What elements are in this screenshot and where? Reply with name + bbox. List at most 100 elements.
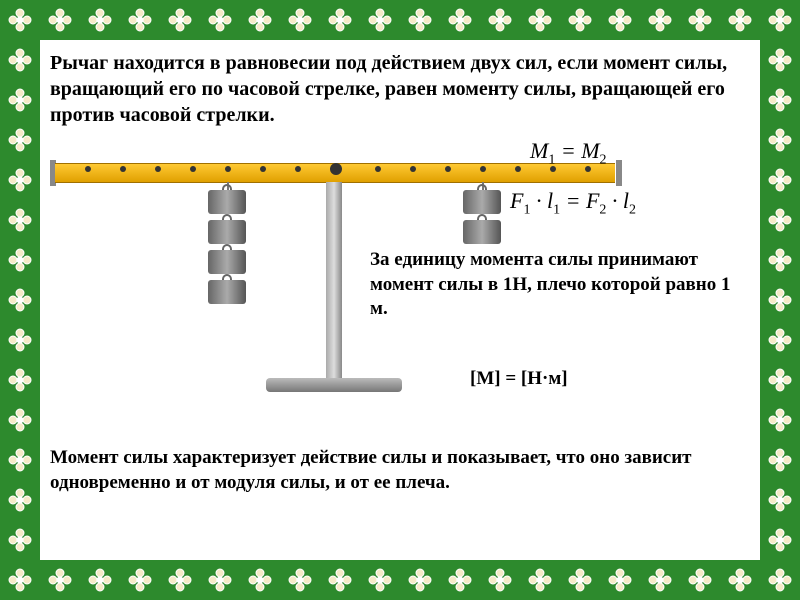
weight-cylinder bbox=[208, 250, 246, 274]
beam-tick bbox=[330, 163, 342, 175]
border-bottom bbox=[0, 560, 800, 600]
flower-motif bbox=[526, 6, 554, 34]
flower-motif bbox=[726, 6, 754, 34]
weight-cylinder bbox=[208, 280, 246, 304]
beam-tick bbox=[550, 166, 556, 172]
weight-cylinder bbox=[208, 220, 246, 244]
flower-motif bbox=[526, 566, 554, 594]
flower-motif bbox=[766, 46, 794, 74]
beam-tick bbox=[260, 166, 266, 172]
flower-motif bbox=[86, 6, 114, 34]
flower-motif bbox=[766, 166, 794, 194]
beam-tick bbox=[515, 166, 521, 172]
beam-tick bbox=[190, 166, 196, 172]
flower-motif bbox=[206, 6, 234, 34]
flower-motif bbox=[766, 246, 794, 274]
flower-motif bbox=[6, 286, 34, 314]
flower-motif bbox=[6, 566, 34, 594]
beam-tick bbox=[375, 166, 381, 172]
main-definition-text: Рычаг находится в равновесии под действи… bbox=[50, 50, 750, 128]
flower-motif bbox=[6, 366, 34, 394]
flower-motif bbox=[766, 446, 794, 474]
flower-motif bbox=[726, 566, 754, 594]
flower-motif bbox=[6, 486, 34, 514]
beam-tick bbox=[225, 166, 231, 172]
flower-motif bbox=[366, 566, 394, 594]
fulcrum-post bbox=[326, 182, 342, 382]
flower-motif bbox=[406, 6, 434, 34]
flower-motif bbox=[6, 526, 34, 554]
f1-M1: M bbox=[530, 138, 548, 163]
flower-motif bbox=[326, 6, 354, 34]
flower-motif bbox=[246, 6, 274, 34]
beam-tick bbox=[445, 166, 451, 172]
flower-motif bbox=[486, 566, 514, 594]
flower-motif bbox=[686, 6, 714, 34]
flower-motif bbox=[6, 86, 34, 114]
weight-cylinder bbox=[208, 190, 246, 214]
beam-tick bbox=[585, 166, 591, 172]
beam-tick bbox=[120, 166, 126, 172]
flower-motif bbox=[446, 6, 474, 34]
flower-motif bbox=[486, 6, 514, 34]
flower-motif bbox=[606, 566, 634, 594]
flower-motif bbox=[126, 6, 154, 34]
flower-motif bbox=[766, 566, 794, 594]
lever-diagram: M1 = M2 F1 · l1 = F2 · l2 За единицу мом… bbox=[50, 138, 750, 438]
weight-cylinder bbox=[463, 220, 501, 244]
formula-force-arm: F1 · l1 = F2 · l2 bbox=[510, 188, 636, 218]
beam-tick bbox=[155, 166, 161, 172]
flower-motif bbox=[766, 486, 794, 514]
unit-formula: [M] = [Н·м] bbox=[470, 368, 568, 390]
flower-motif bbox=[6, 206, 34, 234]
flower-motif bbox=[566, 566, 594, 594]
flower-motif bbox=[766, 286, 794, 314]
flower-motif bbox=[766, 526, 794, 554]
flower-motif bbox=[646, 566, 674, 594]
flower-motif bbox=[6, 46, 34, 74]
flower-motif bbox=[86, 566, 114, 594]
weight-cylinder bbox=[463, 190, 501, 214]
flower-motif bbox=[446, 566, 474, 594]
flower-motif bbox=[6, 126, 34, 154]
beam-tick bbox=[85, 166, 91, 172]
flower-motif bbox=[766, 326, 794, 354]
flower-motif bbox=[6, 166, 34, 194]
beam-tick bbox=[480, 166, 486, 172]
border-left bbox=[0, 0, 40, 600]
flower-motif bbox=[6, 246, 34, 274]
flower-motif bbox=[766, 206, 794, 234]
flower-motif bbox=[246, 566, 274, 594]
f1-M2: M bbox=[581, 138, 599, 163]
flower-motif bbox=[286, 566, 314, 594]
flower-motif bbox=[646, 6, 674, 34]
flower-motif bbox=[6, 326, 34, 354]
flower-motif bbox=[366, 6, 394, 34]
flower-motif bbox=[766, 406, 794, 434]
flower-motif bbox=[46, 566, 74, 594]
conclusion-text: Момент силы характеризует действие силы … bbox=[50, 446, 750, 495]
flower-motif bbox=[686, 566, 714, 594]
flower-motif bbox=[286, 6, 314, 34]
flower-motif bbox=[166, 566, 194, 594]
content-area: Рычаг находится в равновесии под действи… bbox=[50, 50, 750, 550]
flower-motif bbox=[766, 6, 794, 34]
flower-motif bbox=[46, 6, 74, 34]
border-top bbox=[0, 0, 800, 40]
flower-motif bbox=[766, 86, 794, 114]
fulcrum-base bbox=[266, 378, 402, 392]
unit-definition-text: За единицу момента силы принимают момент… bbox=[370, 248, 740, 322]
flower-motif bbox=[606, 6, 634, 34]
flower-motif bbox=[566, 6, 594, 34]
border-right bbox=[760, 0, 800, 600]
formula-moment-equality: M1 = M2 bbox=[530, 138, 607, 168]
flower-motif bbox=[6, 446, 34, 474]
flower-motif bbox=[766, 126, 794, 154]
beam-tick bbox=[295, 166, 301, 172]
beam-tick bbox=[410, 166, 416, 172]
flower-motif bbox=[126, 566, 154, 594]
flower-motif bbox=[6, 406, 34, 434]
bracket-right bbox=[616, 160, 622, 186]
flower-motif bbox=[406, 566, 434, 594]
flower-motif bbox=[766, 366, 794, 394]
